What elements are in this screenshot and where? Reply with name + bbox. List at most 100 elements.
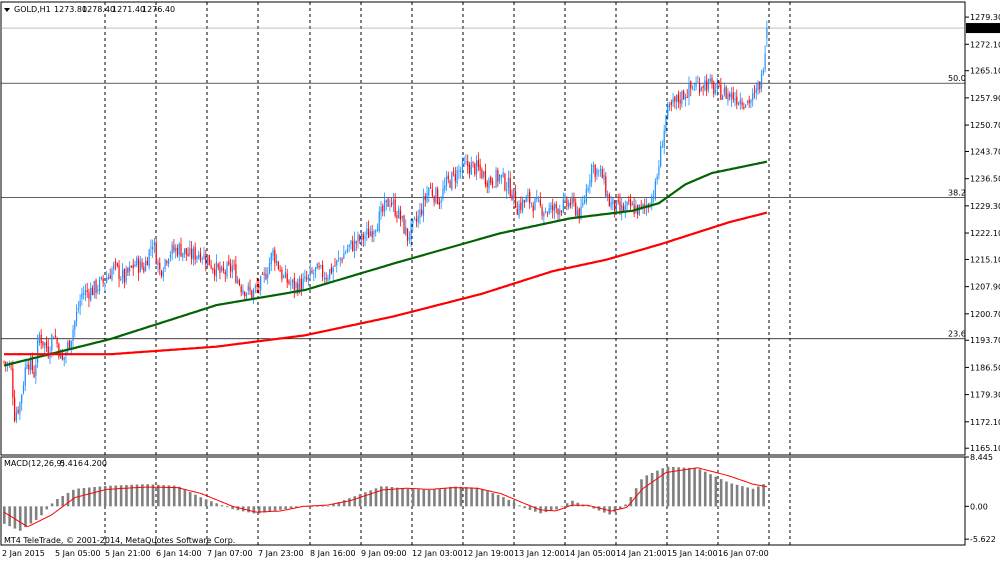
symbol-label: GOLD,H1 xyxy=(14,5,51,14)
bear-candle xyxy=(95,280,97,293)
bull-candle xyxy=(428,188,430,196)
candles xyxy=(3,20,768,424)
bear-candle xyxy=(557,209,559,215)
price-panel[interactable] xyxy=(0,1,966,456)
bull-candle xyxy=(745,104,747,108)
macd-bar xyxy=(358,494,362,507)
macd-bar xyxy=(167,485,171,507)
bull-candle xyxy=(412,219,414,224)
bear-candle xyxy=(300,279,302,290)
bull-candle xyxy=(401,216,403,219)
bull-candle xyxy=(752,93,754,101)
macd-bar xyxy=(50,503,54,507)
bear-candle xyxy=(683,91,685,100)
macd-bar xyxy=(103,486,107,507)
macd-bar xyxy=(757,486,760,507)
price-tick-label: 1200.70 xyxy=(970,310,1000,319)
macd-bar xyxy=(518,505,521,507)
macd-bar xyxy=(98,486,102,507)
bear-candle xyxy=(493,186,495,188)
macd-bar xyxy=(364,492,367,507)
bull-candle xyxy=(543,212,545,217)
macd-bar xyxy=(698,469,702,507)
price-tick-label: 1186.50 xyxy=(970,363,1000,372)
bull-candle xyxy=(111,269,113,280)
price-tick-label: 1165.10 xyxy=(970,444,1000,453)
bull-candle xyxy=(38,334,40,343)
macd-bar xyxy=(135,484,139,507)
bull-candle xyxy=(631,203,633,206)
bull-candle xyxy=(525,197,527,203)
bull-candle xyxy=(332,267,334,273)
price-axis[interactable]: 1279.30 1272.10 1265.10 1257.90 1250.70 1243.… xyxy=(965,13,1000,544)
bull-candle xyxy=(183,248,186,254)
bear-candle xyxy=(674,96,676,102)
bull-candle xyxy=(545,210,547,212)
bear-candle xyxy=(330,267,333,274)
macd-bar xyxy=(730,483,734,507)
bear-candle xyxy=(359,235,361,241)
bull-candle xyxy=(585,189,587,203)
copyright-text: MT4 TeleTrade, © 2001-2014, MetaQuotes S… xyxy=(4,536,235,545)
bear-candle xyxy=(729,94,731,97)
bear-candle xyxy=(311,270,313,273)
bull-candle xyxy=(709,78,711,82)
bull-candle xyxy=(564,196,566,199)
dropdown-arrow-icon[interactable] xyxy=(4,8,10,12)
bear-candle xyxy=(322,264,324,278)
macd-bar xyxy=(183,489,187,507)
bull-candle xyxy=(134,264,136,267)
bull-candle xyxy=(72,329,74,342)
bear-candle xyxy=(12,368,14,398)
macd-bar xyxy=(634,488,638,507)
bull-candle xyxy=(483,171,485,177)
bull-candle xyxy=(21,394,23,404)
price-tick-label: 1279.30 xyxy=(970,13,1000,22)
macd-bar xyxy=(576,502,580,507)
bull-candle xyxy=(74,321,76,330)
bear-candle xyxy=(614,200,616,212)
macd-bar xyxy=(188,492,192,507)
macd-bar xyxy=(762,484,765,507)
bear-candle xyxy=(33,371,35,378)
bull-candle xyxy=(419,209,421,218)
macd-title: MACD(12,26,9) xyxy=(4,459,65,468)
bull-candle xyxy=(559,209,561,215)
bull-candle xyxy=(410,223,412,240)
bull-candle xyxy=(417,216,419,223)
bull-candle xyxy=(568,202,570,208)
bear-candle xyxy=(123,269,125,283)
bear-candle xyxy=(481,169,483,179)
bull-candle xyxy=(714,89,717,93)
bull-candle xyxy=(460,170,462,173)
price-tick-label: 1236.50 xyxy=(970,175,1000,184)
bull-candle xyxy=(672,98,674,104)
macd-bar xyxy=(592,506,596,509)
bear-candle xyxy=(622,205,625,212)
bull-candle xyxy=(267,273,269,278)
bear-candle xyxy=(277,261,279,270)
macd-bar xyxy=(247,506,250,513)
bull-candle xyxy=(405,227,407,235)
bear-candle xyxy=(173,245,175,251)
bull-candle xyxy=(656,176,658,180)
macd-bar xyxy=(656,470,659,507)
bear-candle xyxy=(541,206,543,216)
bull-candle xyxy=(649,207,651,209)
macd-bar xyxy=(560,506,564,507)
bear-candle xyxy=(399,210,402,220)
macd-bar xyxy=(8,506,11,527)
bear-candle xyxy=(679,99,681,104)
bear-candle xyxy=(180,243,182,257)
macd-bar xyxy=(682,467,686,507)
bear-candle xyxy=(176,247,179,256)
bear-candle xyxy=(532,205,534,212)
bear-candle xyxy=(28,364,30,370)
bull-candle xyxy=(320,265,322,267)
bull-candle xyxy=(475,160,478,174)
bull-candle xyxy=(378,211,380,232)
bear-candle xyxy=(619,201,621,211)
bull-candle xyxy=(164,259,166,270)
bull-candle xyxy=(79,300,81,308)
